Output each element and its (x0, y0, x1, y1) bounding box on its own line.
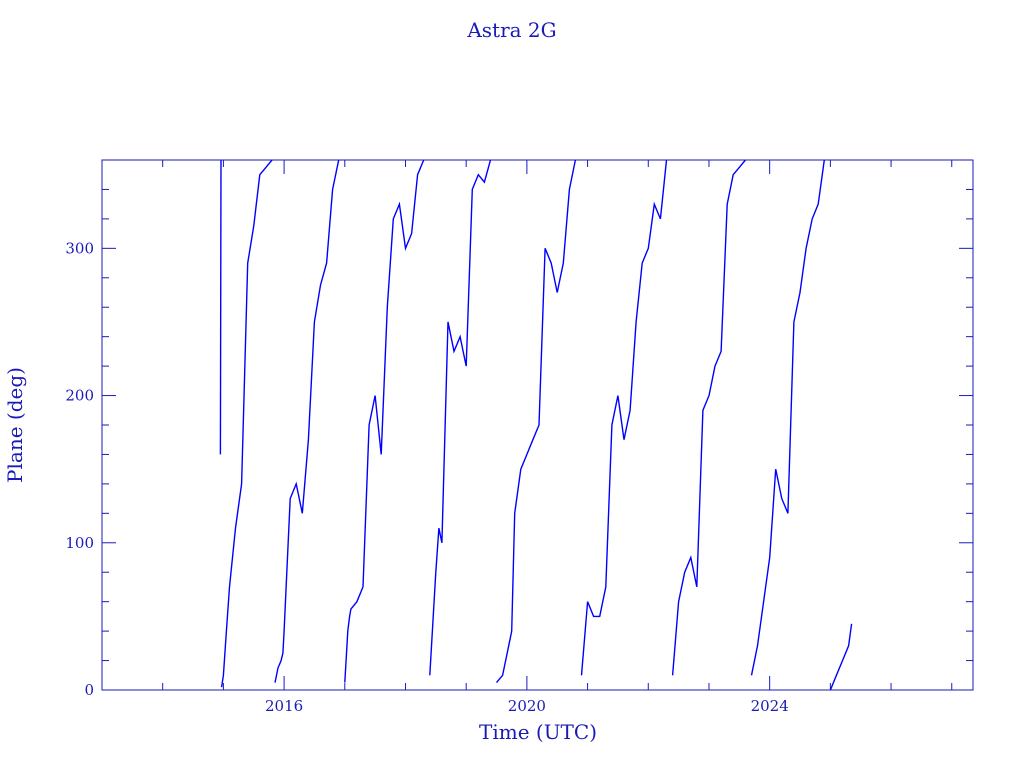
axis-ticks (101, 159, 973, 691)
series-line-segment (219, 160, 222, 455)
series-line-segment (495, 160, 577, 684)
x-axis-label: Time (UTC) (479, 720, 597, 744)
chart-title: Astra 2G (466, 18, 556, 42)
plot-area (219, 160, 853, 690)
y-tick-label: 0 (84, 681, 94, 699)
y-tick-label: 200 (65, 387, 94, 405)
series-line-segment (429, 160, 492, 676)
series-line-segment (580, 160, 668, 676)
plot-frame (101, 159, 974, 691)
series-line-segment (344, 160, 425, 683)
series-line-segment (829, 623, 853, 690)
tick-labels: 2016 2020 2024 0 100 200 300 (65, 239, 788, 715)
series-line-segment (220, 160, 273, 688)
series-line-segment (274, 160, 340, 683)
x-tick-label: 2020 (508, 697, 546, 715)
y-tick-label: 300 (65, 239, 94, 257)
series-line-segment (671, 160, 746, 676)
y-axis-label: Plane (deg) (3, 367, 27, 483)
series-line-segment (750, 160, 825, 676)
y-tick-label: 100 (65, 534, 94, 552)
x-tick-label: 2024 (751, 697, 789, 715)
x-tick-label: 2016 (265, 697, 303, 715)
